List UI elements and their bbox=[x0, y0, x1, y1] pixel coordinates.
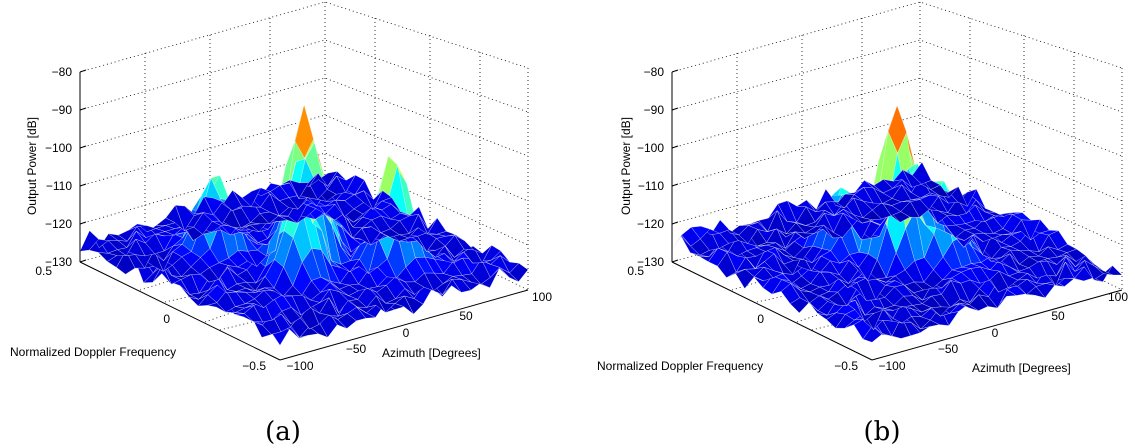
y-tick-label: 0 bbox=[163, 312, 170, 326]
z-tick-label: −120 bbox=[45, 217, 72, 231]
surface-mesh-b bbox=[671, 104, 1123, 343]
surface-patch bbox=[671, 234, 691, 250]
x-tick-labels: −100 −50 0 50 100 bbox=[878, 290, 1128, 373]
z-tick-label: −130 bbox=[45, 255, 72, 269]
x-tick-label: 50 bbox=[459, 309, 473, 323]
x-axis-label: Azimuth [Degrees] bbox=[972, 361, 1071, 375]
y-tick-label: −0.5 bbox=[834, 359, 858, 373]
z-tick-label: −130 bbox=[637, 255, 664, 269]
z-tick-label: −110 bbox=[46, 179, 72, 193]
y-tick-labels: 0.5 0 −0.5 bbox=[35, 264, 266, 373]
panel-caption-b: (b) bbox=[864, 417, 901, 447]
x-axis-label: Azimuth [Degrees] bbox=[382, 346, 481, 360]
axis-lines bbox=[671, 69, 1123, 361]
y-tick-label: 0 bbox=[757, 312, 764, 326]
z-tick-label: −80 bbox=[644, 65, 665, 79]
y-tick-labels: 0.5 0 −0.5 bbox=[627, 264, 858, 373]
panel-caption-a: (a) bbox=[265, 417, 301, 447]
x-tick-label: −50 bbox=[346, 342, 367, 356]
x-tick-label: −50 bbox=[938, 342, 959, 356]
z-tick-labels: −80 −90 −100 −110 −120 −130 bbox=[637, 65, 664, 269]
x-tick-label: 50 bbox=[1051, 309, 1065, 323]
x-tick-label: −100 bbox=[878, 359, 905, 373]
x-tick-labels: −100 −50 0 50 100 bbox=[286, 290, 552, 373]
x-tick-label: 100 bbox=[532, 290, 552, 304]
z-tick-label: −90 bbox=[52, 103, 73, 117]
z-axis-label: Output Power [dB] bbox=[25, 117, 39, 215]
z-tick-label: −100 bbox=[45, 141, 72, 155]
axis-lines bbox=[79, 69, 529, 361]
z-tick-label: −100 bbox=[637, 141, 664, 155]
x-tick-label: 0 bbox=[403, 326, 410, 340]
z-axis-label: Output Power [dB] bbox=[619, 117, 633, 215]
x-tick-label: 0 bbox=[992, 326, 999, 340]
z-tick-label: −110 bbox=[638, 179, 664, 193]
z-tick-labels: −80 −90 −100 −110 −120 −130 bbox=[45, 65, 72, 269]
surface-mesh-a bbox=[79, 103, 529, 346]
y-axis-label: Normalized Doppler Frequency bbox=[10, 345, 176, 359]
y-tick-label: 0.5 bbox=[627, 264, 644, 278]
surface-plot-b: −80 −90 −100 −110 −120 −130 0.5 0 −0.5 −… bbox=[597, 1, 1128, 447]
z-tick-label: −90 bbox=[644, 103, 665, 117]
surface-plot-a: −80 −90 −100 −110 −120 −130 0.5 0 −0.5 −… bbox=[10, 1, 552, 447]
z-tick-label: −80 bbox=[52, 65, 73, 79]
y-axis-label: Normalized Doppler Frequency bbox=[597, 359, 763, 373]
z-tick-label: −120 bbox=[637, 217, 664, 231]
x-tick-label: −100 bbox=[286, 359, 313, 373]
y-tick-label: 0.5 bbox=[35, 264, 52, 278]
surface-patch bbox=[79, 230, 99, 252]
y-tick-label: −0.5 bbox=[242, 359, 266, 373]
x-tick-label: 100 bbox=[1108, 290, 1128, 304]
